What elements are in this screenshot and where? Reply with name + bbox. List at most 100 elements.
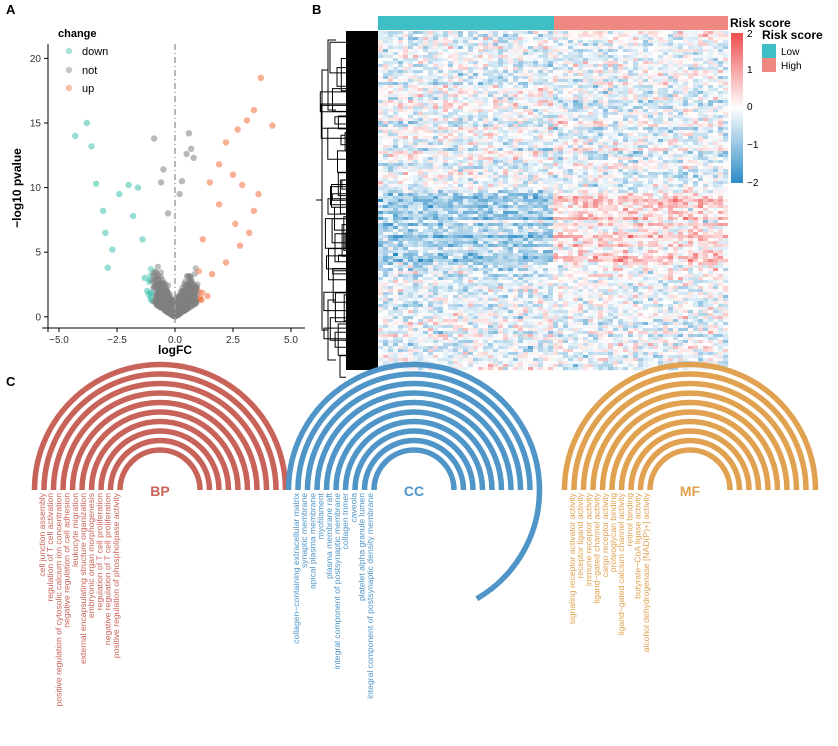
heatmap-cell <box>438 166 444 170</box>
heatmap-cell <box>503 136 509 140</box>
volcano-point-up <box>257 74 264 82</box>
heatmap-cell <box>458 76 464 80</box>
heatmap-cell <box>403 103 409 107</box>
heatmap-cell <box>378 46 384 50</box>
heatmap-cell <box>398 46 404 50</box>
heatmap-cell <box>613 115 619 119</box>
heatmap-cell <box>678 46 684 50</box>
heatmap-cell <box>558 64 564 68</box>
heatmap-cell <box>528 91 534 95</box>
heatmap-cell <box>383 130 389 134</box>
heatmap-cell <box>673 82 679 86</box>
heatmap-cell <box>718 139 724 143</box>
heatmap-cell <box>433 142 439 146</box>
heatmap-cell <box>708 64 714 68</box>
heatmap-cell <box>668 82 674 86</box>
heatmap-cell <box>463 76 469 80</box>
heatmap-cell <box>713 43 719 47</box>
heatmap-cell <box>678 58 684 62</box>
heatmap-cell <box>398 88 404 92</box>
heatmap-cell <box>558 106 564 110</box>
heatmap-cell <box>443 130 449 134</box>
heatmap-cell <box>423 160 429 164</box>
heatmap-cell <box>708 109 714 113</box>
heatmap-cell <box>403 37 409 41</box>
heatmap-cell <box>708 31 714 35</box>
heatmap-cell <box>638 151 644 155</box>
heatmap-cell <box>553 79 559 83</box>
heatmap-cell <box>563 34 569 38</box>
heatmap-cell <box>713 169 719 173</box>
heatmap-cell <box>618 34 624 38</box>
heatmap-cell <box>433 139 439 143</box>
heatmap-cell <box>563 139 569 143</box>
heatmap-cell <box>658 46 664 50</box>
heatmap-cell <box>718 88 724 92</box>
heatmap-cell <box>628 70 634 74</box>
heatmap-cell <box>443 109 449 113</box>
heatmap-cell <box>608 172 614 176</box>
heatmap-cell <box>583 160 589 164</box>
heatmap-cell <box>418 76 424 80</box>
heatmap-cell <box>578 148 584 152</box>
heatmap-cell <box>583 46 589 50</box>
heatmap-cell <box>648 82 654 86</box>
heatmap-cell <box>663 61 669 65</box>
heatmap-cell <box>648 136 654 140</box>
heatmap-cell <box>388 49 394 53</box>
heatmap-cell <box>388 163 394 167</box>
heatmap-cell <box>638 76 644 80</box>
volcano-y-tick-label: 15 <box>30 119 42 130</box>
heatmap-cell <box>723 130 729 134</box>
heatmap-cell <box>523 64 529 68</box>
heatmap-cell <box>698 142 704 146</box>
heatmap-cell <box>398 124 404 128</box>
heatmap-cell <box>618 103 624 107</box>
heatmap-cell <box>588 139 594 143</box>
heatmap-cell <box>543 109 549 113</box>
heatmap-cell <box>553 52 559 56</box>
heatmap-cell <box>433 91 439 95</box>
heatmap-cell <box>703 34 709 38</box>
heatmap-cell <box>403 133 409 137</box>
heatmap-cell <box>618 79 624 83</box>
heatmap-cell <box>608 58 614 62</box>
heatmap-cell <box>513 136 519 140</box>
heatmap-cell <box>553 157 559 161</box>
heatmap-cell <box>578 139 584 143</box>
heatmap-cell <box>488 91 494 95</box>
heatmap-cell <box>673 49 679 53</box>
heatmap-cell <box>378 79 384 83</box>
heatmap-cell <box>548 112 554 116</box>
heatmap-cell <box>498 97 504 101</box>
heatmap-cell <box>698 73 704 77</box>
heatmap-cell <box>643 49 649 53</box>
heatmap-cell <box>503 109 509 113</box>
heatmap-cell <box>553 112 559 116</box>
heatmap-cell <box>423 34 429 38</box>
heatmap-cell <box>563 130 569 134</box>
heatmap-cell <box>638 100 644 104</box>
heatmap-cell <box>628 142 634 146</box>
heatmap-cell <box>593 76 599 80</box>
heatmap-cell <box>648 76 654 80</box>
heatmap-cell <box>563 88 569 92</box>
heatmap-cell <box>593 130 599 134</box>
heatmap-cell <box>663 109 669 113</box>
heatmap-cell <box>678 79 684 83</box>
heatmap-cell <box>713 130 719 134</box>
heatmap-cell <box>553 61 559 65</box>
heatmap-cell <box>643 118 649 122</box>
heatmap-cell <box>523 118 529 122</box>
volcano-point-down <box>83 119 91 127</box>
heatmap-cell <box>553 88 559 92</box>
heatmap-cell <box>513 148 519 152</box>
heatmap-cell <box>703 142 709 146</box>
heatmap-cell <box>423 82 429 86</box>
heatmap-cell <box>678 166 684 170</box>
heatmap-cell <box>693 121 699 125</box>
heatmap-cell <box>443 34 449 38</box>
heatmap-cell <box>443 118 449 122</box>
heatmap-cell <box>443 127 449 131</box>
heatmap-cell <box>463 100 469 104</box>
